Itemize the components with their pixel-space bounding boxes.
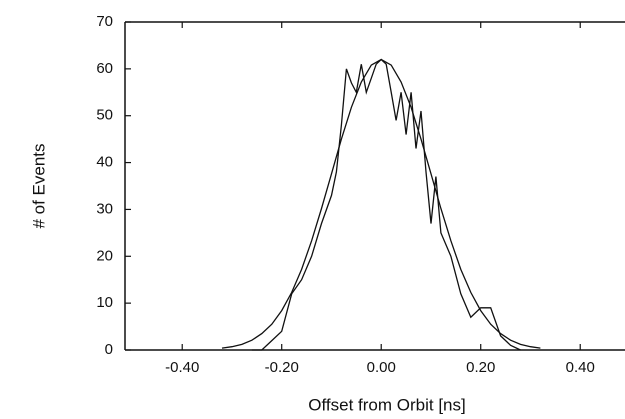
y-tick-label: 10	[96, 294, 113, 311]
series-line	[221, 58, 541, 349]
y-tick-label: 30	[96, 200, 113, 217]
y-tick-label: 20	[96, 247, 113, 264]
y-tick-label: 0	[105, 341, 113, 358]
x-tick-label: 0.20	[466, 359, 495, 376]
y-tick-label: 40	[96, 154, 113, 171]
x-tick-label: 0.40	[566, 359, 595, 376]
x-tick-label: -0.40	[165, 359, 199, 376]
y-axis-label: # of Events	[29, 143, 48, 228]
x-tick-label: -0.20	[265, 359, 299, 376]
x-tick-label: 0.00	[367, 359, 396, 376]
y-tick-label: 70	[96, 13, 113, 30]
y-tick-label: 60	[96, 60, 113, 77]
series-line	[251, 58, 521, 351]
y-tick-label: 50	[96, 107, 113, 124]
x-axis-label: Offset from Orbit [ns]	[308, 395, 465, 414]
